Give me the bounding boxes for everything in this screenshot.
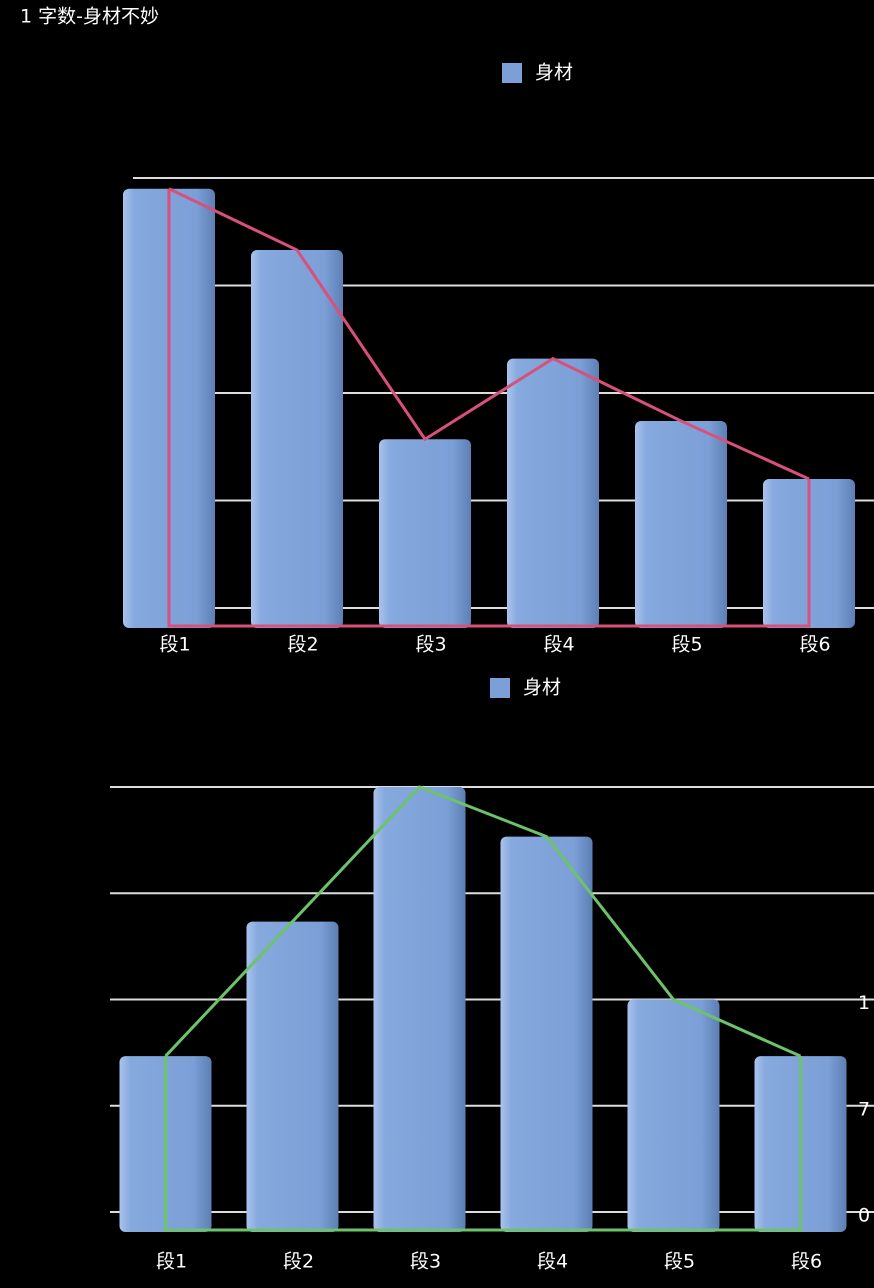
bar — [635, 420, 727, 628]
x-tick-label: 段1 — [159, 634, 190, 656]
overlay-frame — [167, 188, 811, 628]
legend-swatch — [502, 63, 522, 83]
x-tick-label: 段2 — [283, 1251, 314, 1273]
bar — [246, 921, 339, 1232]
bar — [379, 439, 471, 628]
x-tick-label: 段4 — [543, 634, 574, 656]
bar — [627, 999, 720, 1232]
x-tick-label: 段3 — [410, 1251, 441, 1273]
x-tick-label: 段5 — [664, 1251, 695, 1273]
y-tick-label: 7 — [858, 1098, 870, 1120]
x-tick-label: 段1 — [156, 1251, 187, 1273]
y-tick-label: 1 — [858, 992, 870, 1014]
legend-label: 身材 — [535, 62, 573, 84]
bar — [500, 836, 593, 1232]
x-tick-label: 段4 — [537, 1251, 568, 1273]
overlay-line — [168, 187, 810, 481]
x-tick-label: 段5 — [671, 634, 702, 656]
x-tick-label: 段6 — [799, 634, 830, 656]
legend-swatch — [490, 678, 510, 698]
bar — [251, 250, 343, 628]
bar — [507, 358, 599, 628]
x-tick-label: 段2 — [287, 634, 318, 656]
legend-label: 身材 — [523, 677, 561, 699]
overlay-frame — [164, 1056, 802, 1232]
x-tick-label: 段6 — [791, 1251, 822, 1273]
overlay-line — [164, 785, 802, 1058]
page-title: 1 字数-身材不妙 — [20, 6, 159, 28]
x-tick-label: 段3 — [415, 634, 446, 656]
y-tick-label: 0 — [858, 1205, 870, 1227]
bar — [373, 787, 466, 1232]
